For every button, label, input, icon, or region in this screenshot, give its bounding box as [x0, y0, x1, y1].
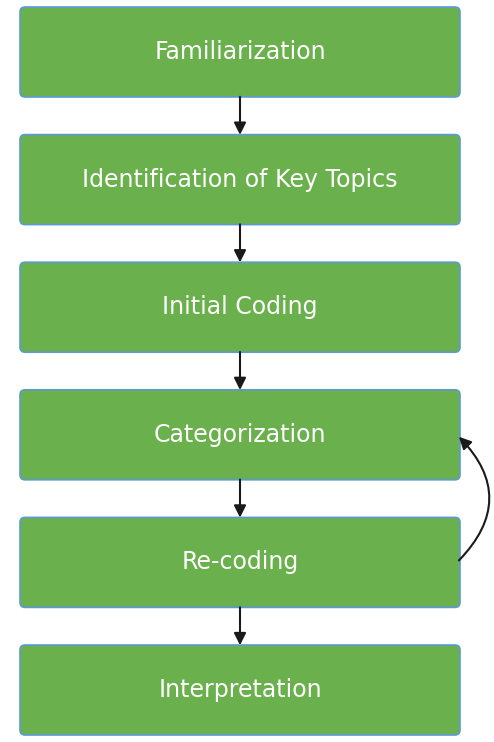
Text: Initial Coding: Initial Coding — [162, 295, 318, 319]
FancyBboxPatch shape — [20, 262, 460, 352]
Text: Interpretation: Interpretation — [158, 678, 322, 702]
FancyBboxPatch shape — [20, 7, 460, 97]
FancyBboxPatch shape — [20, 390, 460, 480]
Text: Familiarization: Familiarization — [154, 40, 326, 64]
FancyBboxPatch shape — [20, 517, 460, 608]
FancyBboxPatch shape — [20, 645, 460, 735]
Text: Categorization: Categorization — [154, 423, 326, 447]
FancyBboxPatch shape — [20, 134, 460, 225]
Text: Identification of Key Topics: Identification of Key Topics — [82, 168, 398, 191]
Text: Re-coding: Re-coding — [181, 551, 299, 574]
